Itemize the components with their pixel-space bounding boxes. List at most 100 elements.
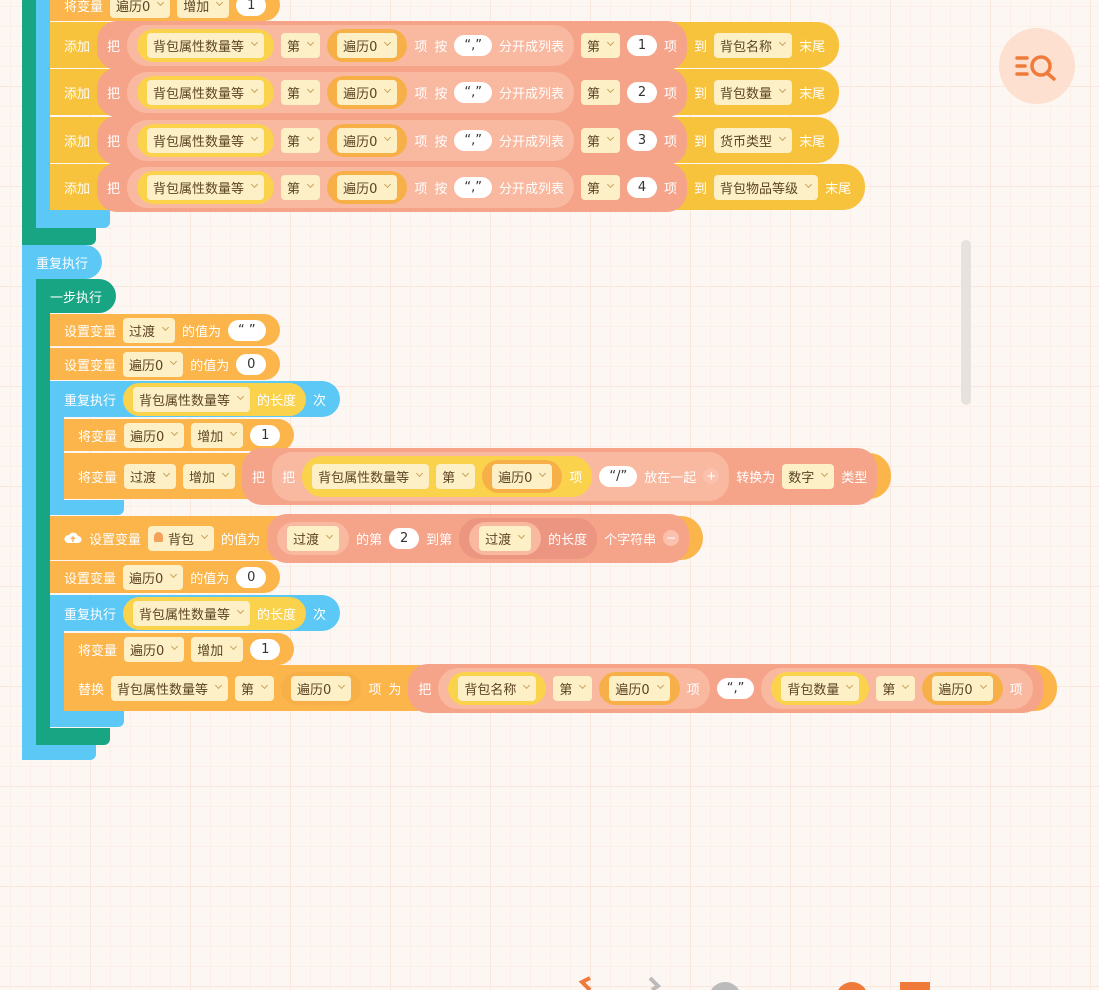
dropdown[interactable]: 第 [281, 127, 321, 153]
redo-icon[interactable] [648, 976, 662, 990]
dropdown[interactable]: 背包属性数量等 [312, 463, 430, 489]
dropdown[interactable]: 遍历0 [123, 564, 184, 590]
dropdown[interactable]: 背包名称 [458, 675, 537, 701]
reporter-block[interactable]: 背包属性数量等 的长度 [123, 382, 307, 416]
dropdown[interactable]: 数字 [782, 463, 835, 489]
reporter-block[interactable]: 背包数量 [771, 671, 870, 705]
reporter-block[interactable]: 把背包名称第遍历0 项 “,” 背包数量第遍历0 项 [408, 663, 1043, 713]
undo-icon[interactable] [578, 976, 592, 990]
code-block[interactable]: 添加把背包属性数量等第遍历0 项按 “,” 分开成列表第 2 项到背包数量 末尾 [50, 67, 840, 117]
value-input[interactable]: 3 [627, 129, 658, 151]
reporter-block[interactable]: 背包属性数量等 [137, 28, 275, 62]
reporter-block[interactable]: 把背包属性数量等第遍历0 项按 “,” 分开成列表第 2 项 [97, 67, 688, 117]
dropdown[interactable]: 背包属性数量等 [133, 600, 251, 626]
dropdown[interactable]: 背包属性数量等 [147, 32, 265, 58]
reporter-block[interactable]: 背包属性数量等 [137, 75, 275, 109]
code-block[interactable]: 将变量 过渡 增加把把背包属性数量等第遍历0 项 “/” 放在一起 + 转换为 数字 类型 [64, 447, 892, 505]
value-input[interactable]: 2 [627, 81, 658, 103]
dropdown[interactable]: 遍历0 [337, 174, 398, 200]
dropdown[interactable]: 过渡 [287, 525, 340, 551]
dropdown[interactable]: 遍历0 [932, 675, 993, 701]
reporter-block[interactable]: 背包属性数量等 [137, 170, 275, 204]
code-block[interactable]: 添加把背包属性数量等第遍历0 项按 “,” 分开成列表第 4 项到背包物品等级 末尾 [50, 162, 866, 212]
dropdown[interactable]: 背包属性数量等 [147, 79, 265, 105]
reporter-block[interactable]: 背包属性数量等第遍历0 项按 “,” 分开成列表 [127, 71, 574, 113]
reporter-block[interactable]: 把背包属性数量等第遍历0 项按 “,” 分开成列表第 4 项 [97, 162, 688, 212]
reporter-block[interactable]: 遍历0 [327, 170, 408, 204]
dropdown[interactable]: 第 [581, 174, 621, 200]
code-block[interactable]: 添加把背包属性数量等第遍历0 项按 “,” 分开成列表第 3 项到货币类型 末尾 [50, 115, 840, 165]
code-block[interactable]: 将变量 遍历0 增加 1 [64, 419, 295, 451]
code-block[interactable]: 设置变量 遍历0 的值为 0 [50, 561, 281, 593]
value-input[interactable]: 1 [250, 638, 281, 660]
reporter-block[interactable]: 背包属性数量等第遍历0 项按 “,” 分开成列表 [127, 24, 574, 66]
dropdown[interactable]: 遍历0 [124, 422, 185, 448]
dropdown[interactable]: 增加 [191, 636, 244, 662]
dropdown[interactable]: 增加 [191, 422, 244, 448]
dropdown[interactable]: 遍历0 [124, 636, 185, 662]
reporter-block[interactable]: 背包名称第遍历0 项 [438, 667, 710, 709]
dropdown[interactable]: 增加 [177, 0, 230, 18]
code-block[interactable]: 重复执行 背包属性数量等 的长度次 [50, 381, 341, 417]
dropdown[interactable]: 过渡 [123, 317, 176, 343]
reporter-block[interactable]: 遍历0 [327, 75, 408, 109]
dropdown[interactable]: 过渡 [124, 463, 177, 489]
code-block[interactable]: 设置变量 遍历0 的值为 0 [50, 348, 281, 380]
dropdown[interactable]: 第 [235, 675, 275, 701]
dropdown[interactable]: 遍历0 [291, 675, 352, 701]
dropdown[interactable]: 第 [281, 79, 321, 105]
value-input[interactable]: “,” [454, 81, 492, 103]
reporter-block[interactable]: 过渡 [469, 521, 542, 555]
dropdown[interactable]: 遍历0 [123, 351, 184, 377]
reporter-block[interactable]: 把背包属性数量等第遍历0 项按 “,” 分开成列表第 3 项 [97, 115, 688, 165]
reporter-block[interactable]: 过渡 的第 2 到第 过渡 的长度 个字符串 − [267, 513, 690, 563]
reporter-block[interactable]: 过渡 的长度 [459, 517, 598, 559]
reporter-block[interactable]: 背包属性数量等第遍历0 项按 “,” 分开成列表 [127, 119, 574, 161]
reporter-block[interactable]: 过渡 [277, 521, 350, 555]
dropdown[interactable]: 遍历0 [609, 675, 670, 701]
reporter-block[interactable]: 把背包属性数量等第遍历0 项按 “,” 分开成列表第 1 项 [97, 20, 688, 70]
dropdown[interactable]: 遍历0 [337, 79, 398, 105]
dropdown[interactable]: 第 [581, 32, 621, 58]
dropdown[interactable]: 第 [876, 675, 916, 701]
code-block[interactable]: 设置变量 过渡 的值为 “ ” [50, 314, 280, 346]
dropdown[interactable]: 第 [553, 675, 593, 701]
code-block[interactable]: 替换 背包属性数量等第遍历0 项为把背包名称第遍历0 项 “,” 背包数量第遍历0 项 [64, 663, 1057, 713]
reporter-block[interactable]: 遍历0 [922, 671, 1003, 705]
dropdown[interactable]: 第 [436, 463, 476, 489]
reporter-block[interactable]: 把背包属性数量等第遍历0 项 “/” 放在一起 + [272, 451, 730, 501]
code-block[interactable]: 一步执行 [36, 279, 117, 313]
dropdown[interactable]: 背包属性数量等 [147, 127, 265, 153]
zoom-icon[interactable] [709, 982, 741, 990]
code-block[interactable]: 将变量 遍历0 增加 1 [64, 633, 295, 665]
code-block[interactable]: 重复执行 [22, 245, 103, 279]
value-input[interactable]: 1 [627, 34, 658, 56]
value-input[interactable]: 0 [236, 566, 267, 588]
reporter-block[interactable]: 遍历0 [327, 123, 408, 157]
value-input[interactable]: “,” [454, 176, 492, 198]
reporter-block[interactable]: 把把背包属性数量等第遍历0 项 “/” 放在一起 + 转换为 数字 类型 [242, 447, 878, 505]
value-input[interactable]: “,” [454, 129, 492, 151]
code-block[interactable]: 将变量 遍历0 增加 1 [50, 0, 281, 21]
dropdown[interactable]: 第 [581, 127, 621, 153]
reporter-block[interactable]: 背包数量第遍历0 项 [761, 667, 1033, 709]
dropdown[interactable]: 背包属性数量等 [133, 386, 251, 412]
dropdown[interactable]: 背包物品等级 [714, 174, 819, 200]
reporter-block[interactable]: 遍历0 [599, 671, 680, 705]
trash-icon[interactable] [900, 982, 930, 990]
dropdown[interactable]: 第 [581, 79, 621, 105]
dropdown[interactable]: 背包名称 [714, 32, 793, 58]
reporter-block[interactable]: 遍历0 [327, 28, 408, 62]
value-input[interactable]: “/” [599, 465, 638, 487]
dropdown[interactable]: 遍历0 [492, 463, 553, 489]
reporter-block[interactable]: 背包属性数量等第遍历0 项按 “,” 分开成列表 [127, 166, 574, 208]
dropdown[interactable]: 背包属性数量等 [111, 675, 229, 701]
value-input[interactable]: 0 [236, 353, 267, 375]
dropdown[interactable]: 遍历0 [337, 127, 398, 153]
reporter-block[interactable]: 背包属性数量等第遍历0 项 [302, 455, 593, 497]
code-block[interactable]: 设置变量 背包 的值为 过渡 的第 2 到第 过渡 的长度 个字符串 − [50, 513, 704, 563]
search-button[interactable] [997, 26, 1077, 106]
add-icon[interactable] [836, 982, 868, 990]
mini-button[interactable]: − [663, 530, 680, 546]
code-block[interactable]: 添加把背包属性数量等第遍历0 项按 “,” 分开成列表第 1 项到背包名称 末尾 [50, 20, 840, 70]
